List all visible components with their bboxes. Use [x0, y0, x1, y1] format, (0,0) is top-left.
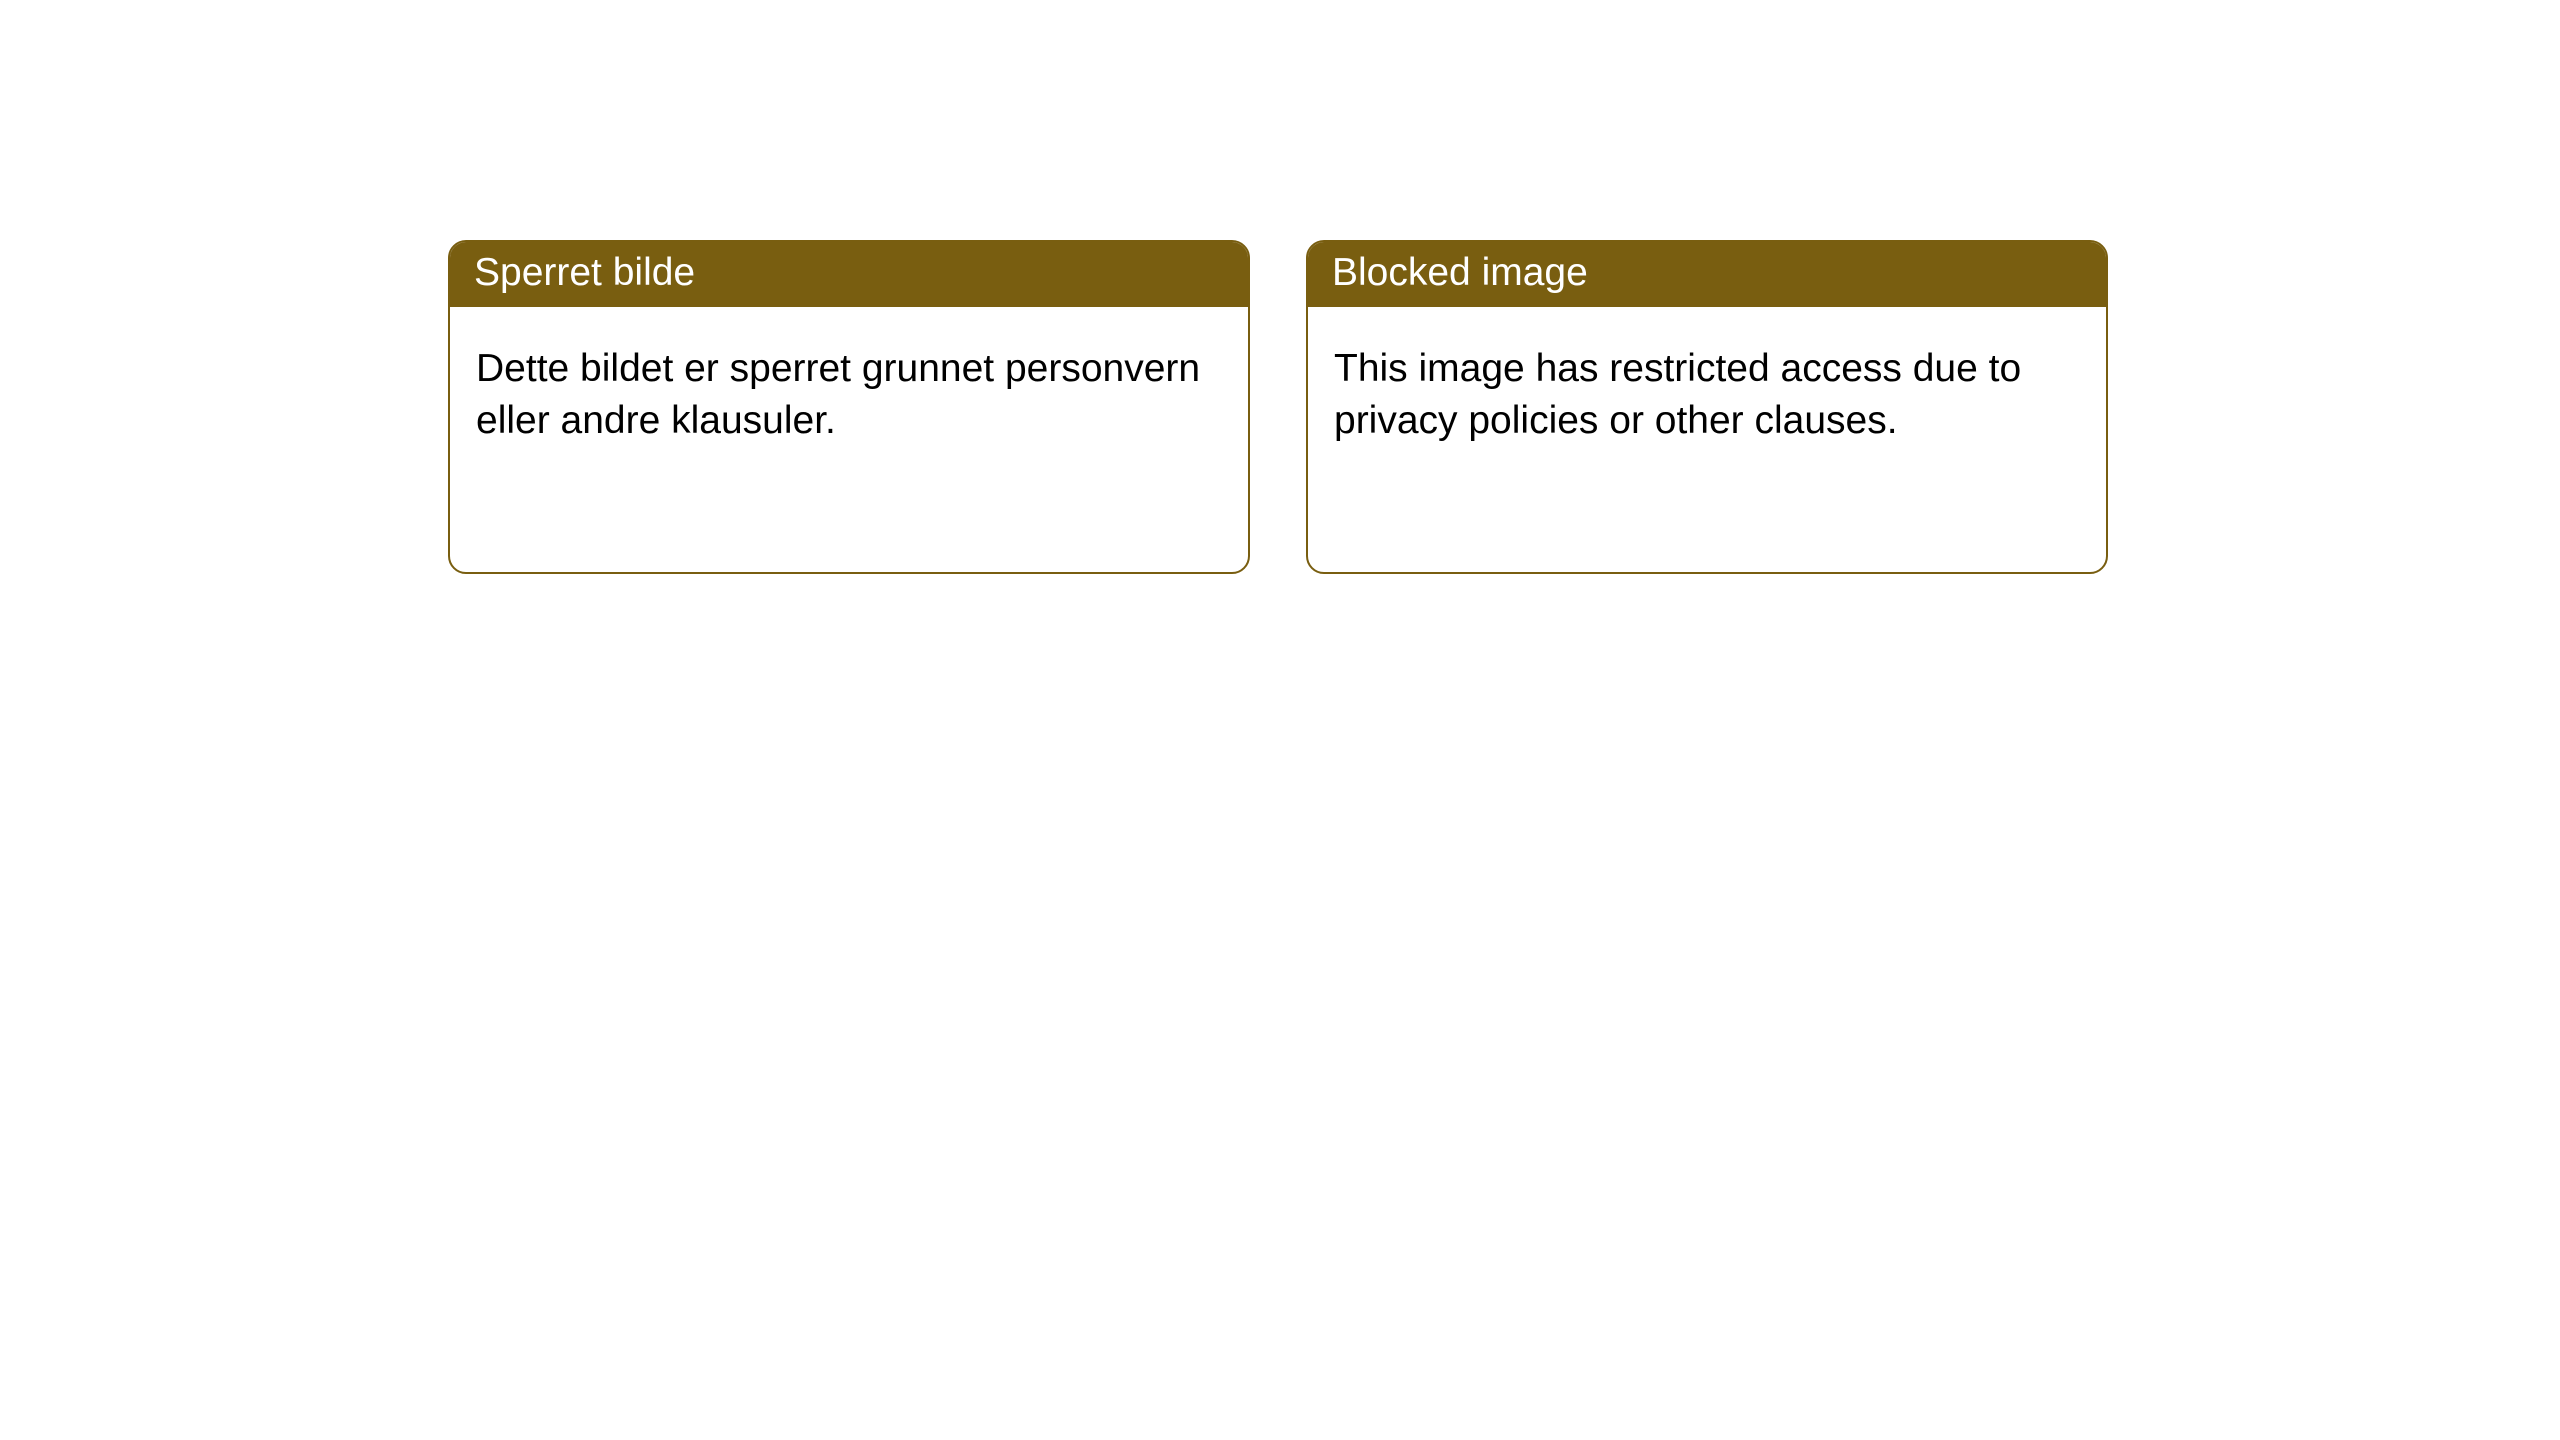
card-title: Sperret bilde [474, 251, 695, 294]
notice-container: Sperret bilde Dette bildet er sperret gr… [0, 0, 2560, 574]
card-text: This image has restricted access due to … [1334, 347, 2021, 443]
card-title: Blocked image [1332, 251, 1588, 294]
card-body: Dette bildet er sperret grunnet personve… [450, 307, 1248, 484]
card-text: Dette bildet er sperret grunnet personve… [476, 347, 1200, 443]
card-header: Blocked image [1308, 242, 2106, 307]
notice-card-norwegian: Sperret bilde Dette bildet er sperret gr… [448, 240, 1250, 574]
card-header: Sperret bilde [450, 242, 1248, 307]
card-body: This image has restricted access due to … [1308, 307, 2106, 484]
notice-card-english: Blocked image This image has restricted … [1306, 240, 2108, 574]
